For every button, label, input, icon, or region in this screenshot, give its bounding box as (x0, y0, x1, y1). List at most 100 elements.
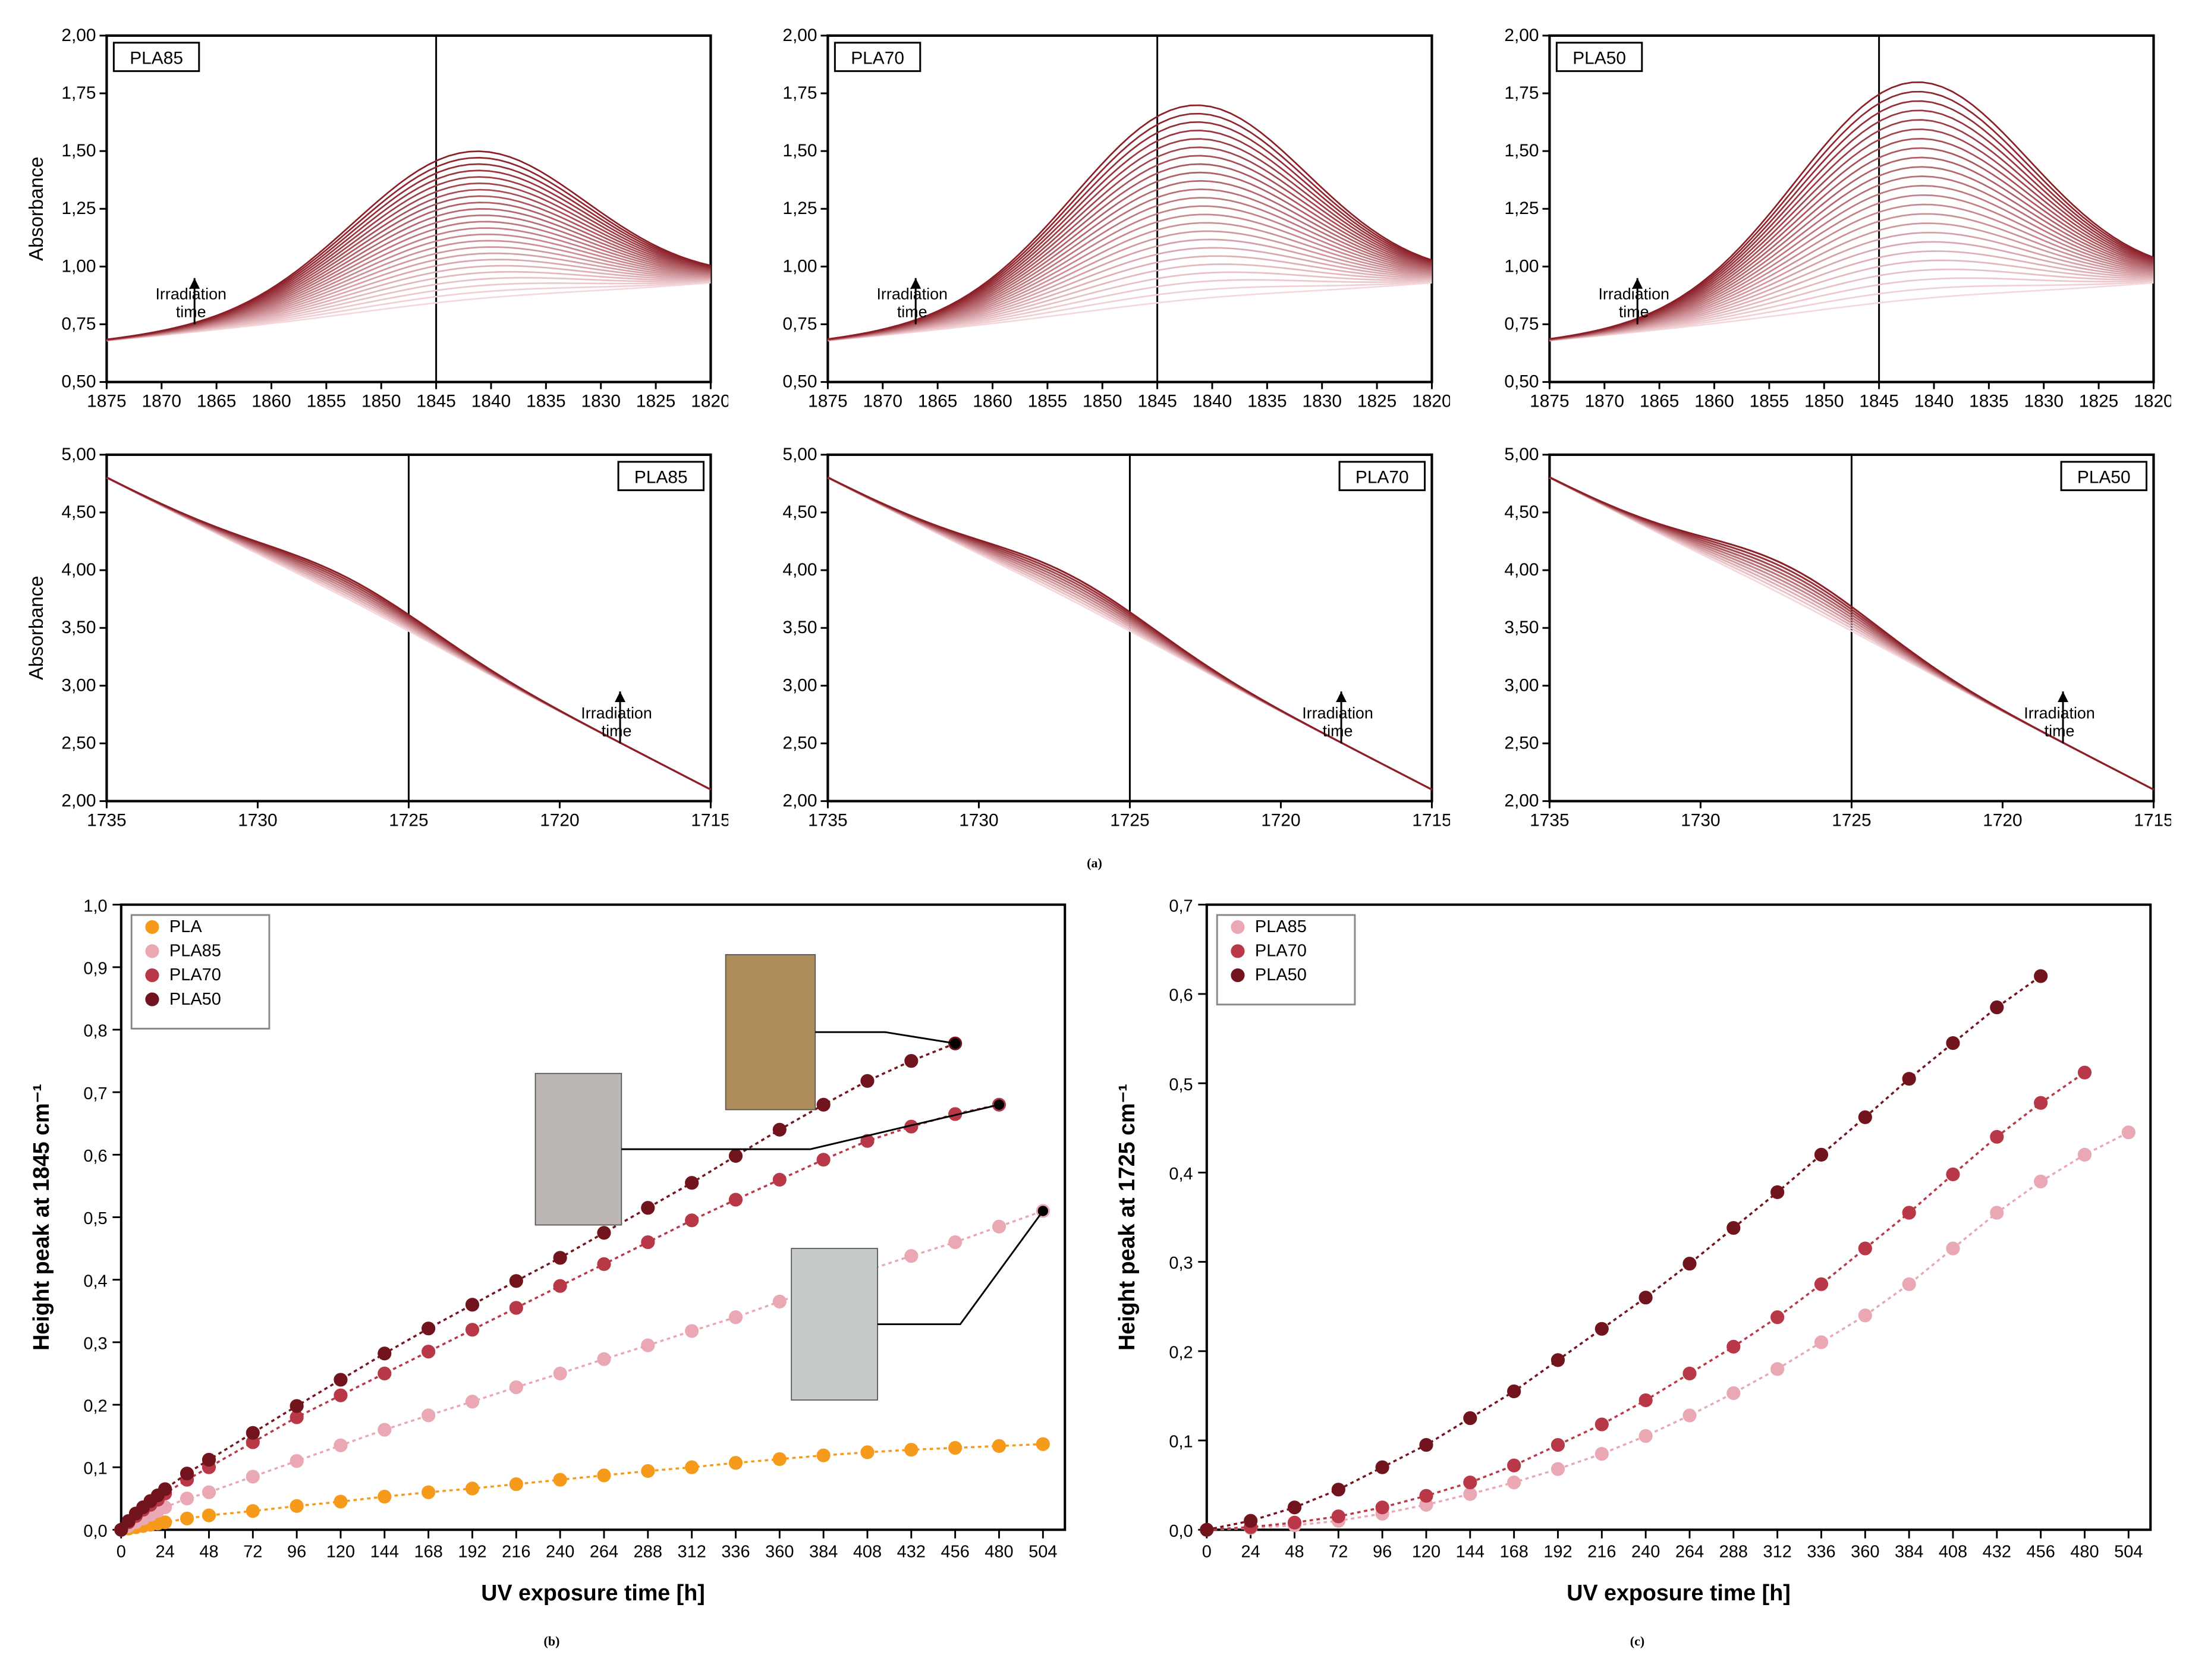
svg-text:Irradiation: Irradiation (581, 704, 652, 722)
svg-text:Irradiation: Irradiation (1303, 704, 1374, 722)
point-PLA85 (1903, 1278, 1915, 1290)
point-PLA (466, 1482, 478, 1494)
point-PLA50 (1728, 1222, 1740, 1234)
svg-text:2,50: 2,50 (61, 734, 96, 753)
svg-text:312: 312 (1763, 1542, 1791, 1561)
point-PLA50 (2035, 970, 2047, 981)
svg-text:1,00: 1,00 (783, 256, 817, 276)
point-PLA70 (773, 1174, 785, 1185)
svg-text:0,50: 0,50 (61, 372, 96, 392)
spectrum-PLA85-row0: 1875187018651860185518501845184018351830… (18, 18, 728, 426)
svg-text:1845: 1845 (1859, 391, 1898, 411)
point-PLA70 (1772, 1311, 1784, 1323)
point-PLA85 (949, 1236, 961, 1248)
svg-text:3,50: 3,50 (61, 618, 96, 638)
point-PLA85 (2122, 1126, 2134, 1138)
point-PLA85 (466, 1395, 478, 1407)
svg-text:1840: 1840 (1914, 391, 1953, 411)
point-PLA50 (1772, 1186, 1784, 1198)
svg-text:5,00: 5,00 (1504, 445, 1539, 464)
point-PLA70 (817, 1153, 829, 1165)
svg-text:168: 168 (1499, 1542, 1528, 1561)
caption-c: (c) (1103, 1634, 2171, 1649)
legend-marker (145, 968, 159, 982)
point-PLA70 (1903, 1206, 1915, 1218)
svg-text:1820: 1820 (1413, 391, 1450, 411)
svg-text:4,00: 4,00 (1504, 560, 1539, 580)
sample-label: PLA50 (1572, 49, 1626, 68)
svg-text:1720: 1720 (1983, 811, 2022, 830)
svg-text:2,00: 2,00 (783, 791, 817, 811)
spectrum-PLA70-row0: 1875187018651860185518501845184018351830… (739, 18, 1449, 426)
svg-text:480: 480 (985, 1542, 1013, 1561)
svg-text:2,00: 2,00 (1504, 26, 1539, 45)
svg-text:1835: 1835 (526, 391, 565, 411)
svg-text:0,50: 0,50 (783, 372, 817, 392)
point-PLA50 (247, 1427, 259, 1439)
point-PLA (181, 1512, 193, 1524)
point-PLA (949, 1442, 961, 1454)
svg-text:4,00: 4,00 (61, 560, 96, 580)
point-PLA70 (1420, 1490, 1432, 1502)
svg-text:Irradiation: Irradiation (877, 285, 948, 303)
point-PLA50 (1815, 1149, 1827, 1160)
point-PLA85 (729, 1311, 741, 1323)
svg-text:time: time (1618, 303, 1649, 321)
point-PLA70 (729, 1194, 741, 1206)
point-PLA70 (1552, 1439, 1564, 1451)
point-PLA70 (554, 1280, 566, 1292)
svg-text:216: 216 (1587, 1542, 1616, 1561)
svg-text:1870: 1870 (863, 391, 902, 411)
svg-text:0,7: 0,7 (83, 1084, 107, 1103)
point-PLA50 (1903, 1072, 1915, 1084)
point-PLA50 (1245, 1515, 1257, 1527)
svg-text:1830: 1830 (2024, 391, 2063, 411)
point-PLA (905, 1443, 917, 1455)
svg-text:1725: 1725 (1111, 811, 1150, 830)
point-PLA50 (203, 1454, 215, 1465)
svg-text:Irradiation: Irradiation (2024, 704, 2095, 722)
svg-text:1845: 1845 (1138, 391, 1177, 411)
point-PLA85 (1772, 1363, 1784, 1374)
svg-text:0,1: 0,1 (83, 1459, 107, 1478)
svg-text:0,0: 0,0 (83, 1521, 107, 1540)
svg-text:5,00: 5,00 (783, 445, 817, 464)
svg-text:408: 408 (853, 1542, 882, 1561)
point-PLA70 (423, 1345, 435, 1357)
svg-text:3,00: 3,00 (783, 676, 817, 696)
svg-text:2,00: 2,00 (1504, 791, 1539, 811)
point-PLA70 (1376, 1501, 1388, 1513)
chart-b: 0244872961201441681922162402642883123363… (18, 884, 1086, 1625)
point-PLA70 (1596, 1418, 1608, 1430)
point-PLA50 (729, 1150, 741, 1162)
svg-text:3,50: 3,50 (1504, 618, 1539, 638)
point-PLA (510, 1478, 522, 1490)
svg-text:time: time (1323, 722, 1353, 740)
panel-b: 0244872961201441681922162402642883123363… (18, 884, 1086, 1625)
sample-label: PLA50 (2077, 468, 2131, 487)
svg-text:1830: 1830 (581, 391, 620, 411)
svg-text:72: 72 (1329, 1542, 1348, 1561)
point-PLA85 (554, 1367, 566, 1379)
point-PLA70 (1332, 1510, 1344, 1522)
legend-marker (1231, 920, 1244, 933)
point-PLA50 (1201, 1524, 1213, 1536)
spectrum-PLA70-row1: 173517301725172017152,002,503,003,504,00… (739, 437, 1449, 845)
spectrum-PLA50-row1: 173517301725172017152,002,503,003,504,00… (1461, 437, 2171, 845)
svg-text:0,4: 0,4 (83, 1272, 107, 1291)
svg-text:504: 504 (2114, 1542, 2143, 1561)
svg-text:1720: 1720 (540, 811, 579, 830)
point-PLA85 (2078, 1149, 2090, 1160)
svg-text:0,2: 0,2 (1169, 1343, 1193, 1362)
series-PLA85 (121, 1211, 1043, 1530)
svg-text:24: 24 (1241, 1542, 1260, 1561)
svg-text:1870: 1870 (142, 391, 181, 411)
series-PLA50 (1207, 976, 2041, 1530)
sample-label: PLA70 (1355, 468, 1409, 487)
sample-label: PLA85 (130, 49, 183, 68)
point-PLA50 (466, 1298, 478, 1310)
svg-text:0,1: 0,1 (1169, 1432, 1193, 1451)
point-PLA70 (291, 1411, 303, 1423)
svg-text:1,25: 1,25 (783, 199, 817, 218)
svg-text:1,50: 1,50 (1504, 141, 1539, 161)
